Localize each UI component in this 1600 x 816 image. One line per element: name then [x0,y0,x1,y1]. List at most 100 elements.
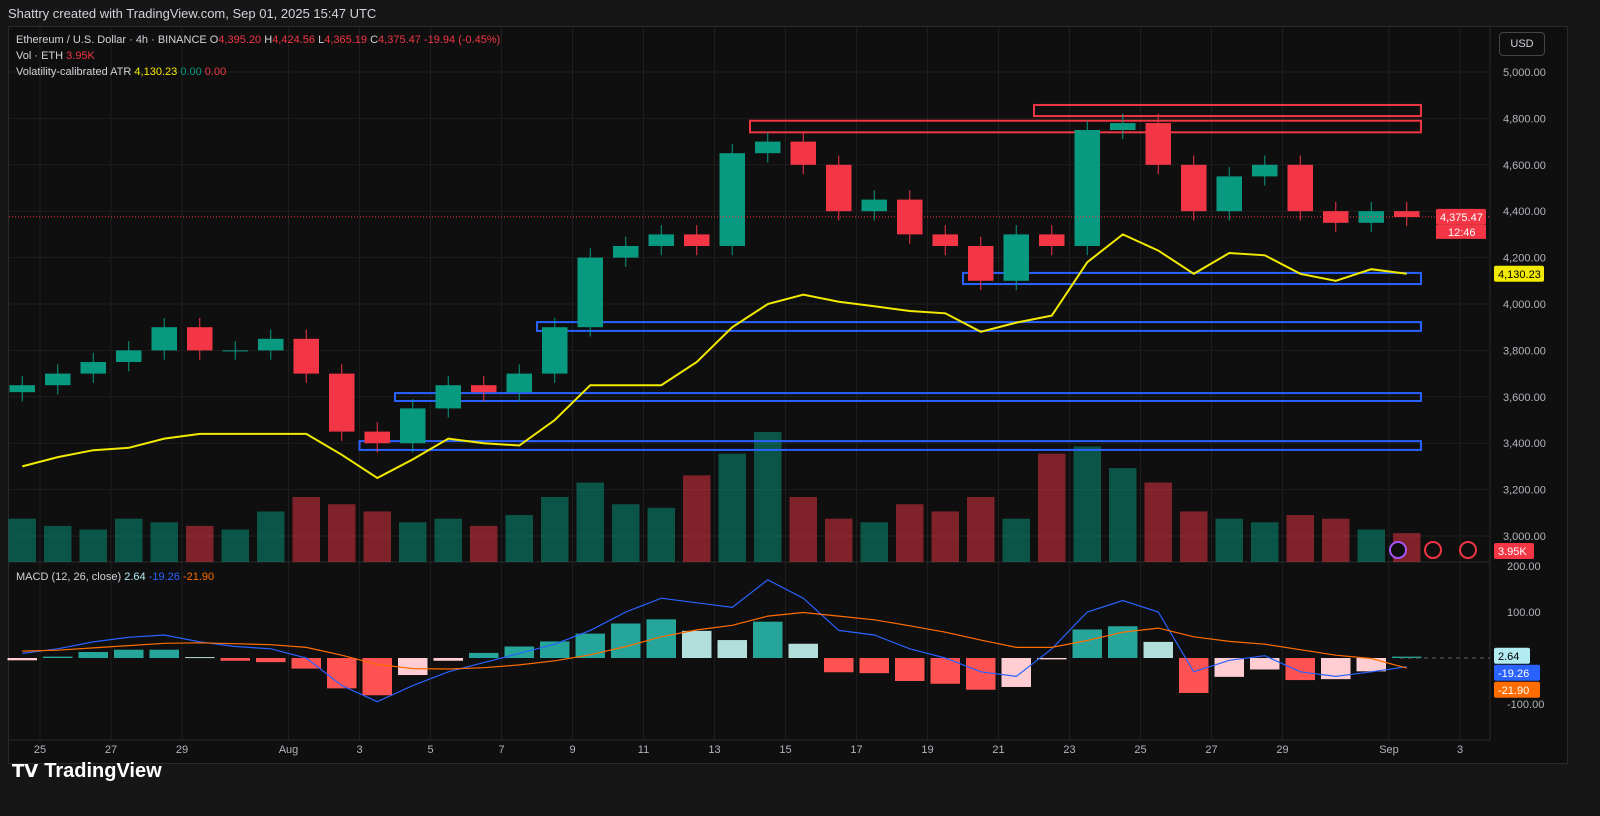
volume-bar [79,529,107,562]
macd-badge: -19.26 [1494,664,1540,681]
time-tick: 9 [569,744,575,756]
low-value: 4,365.19 [324,34,368,46]
volume-bar [931,511,959,562]
macd-histogram-bar [398,658,428,676]
candle-body [1145,123,1171,165]
atr-badge: 4,130.23 [1494,265,1544,282]
macd-histogram-bar [859,658,889,674]
macd-hist-value: 2.64 [124,571,146,583]
time-tick: 27 [105,744,117,756]
symbol-title: Ethereum / U.S. Dollar · 4h · BINANCE [16,34,207,46]
volume-bar [576,482,604,562]
macd-histogram-bar [1285,658,1315,681]
candle-body [293,338,319,374]
chart-frame[interactable] [8,26,1568,764]
macd-badge-bg [1494,664,1540,681]
candle-body [861,199,887,212]
atr-line [22,233,1407,480]
candle-body [755,141,781,154]
candle-body [258,338,284,351]
volume-bar [150,522,178,562]
macd-histogram-bar [1250,658,1280,670]
price-tick: 4,800.00 [1503,113,1546,125]
volume-bar [825,518,853,562]
macd-histogram-bar [646,619,676,658]
volume-legend: Vol · ETH 3.95K [16,50,95,62]
volume-bar [967,497,995,562]
volume-bar [1038,453,1066,562]
macd-histogram-bar [682,630,712,658]
price-tick: 4,200.00 [1503,253,1546,265]
candle-body [968,246,994,281]
volume-bar [470,525,498,562]
macd-legend: MACD (12, 26, close) 2.64 -19.26 -21.90 [16,571,214,583]
macd-histogram-bar [1001,658,1031,687]
currency-button[interactable]: USD [1499,32,1545,56]
price-tick: 3,200.00 [1503,485,1546,497]
change-value: -19.94 (-0.45%) [423,34,501,46]
time-tick: 29 [1276,744,1288,756]
price-tick: 3,000.00 [1503,531,1546,543]
time-tick: 25 [1134,744,1146,756]
open-value: 4,395.20 [218,34,262,46]
countdown-text: 12:46 [1448,227,1476,239]
volume-bar [1286,515,1314,562]
volume-bar [292,497,320,562]
volume-badge-bg [1494,543,1534,559]
macd-histogram-bar [611,623,641,658]
candle-body [9,385,35,393]
volume-bar [1251,522,1279,562]
candle-body [1394,211,1420,217]
time-tick: Sep [1379,744,1399,756]
macd-histogram-bar [78,652,108,658]
close-value: 4,375.47 [378,34,421,46]
price-badge-text: 4,375.47 [1440,212,1483,224]
atr-value: 4,130.23 [134,66,178,78]
price-tick: 3,600.00 [1503,392,1546,404]
volume-bar [1109,468,1137,562]
price-tick: 3,400.00 [1503,438,1546,450]
price-badge-bg [1436,208,1486,225]
volume-bar [328,504,356,562]
macd-histogram-bar [895,658,925,681]
signal-value: -21.90 [182,571,215,583]
macd-histogram-bar [114,649,144,658]
zone-box-blue [536,321,1422,332]
candle-body [222,350,248,352]
volume-bar [860,522,888,562]
tradingview-logo[interactable]: 𝗧𝗩 TradingView [12,760,162,783]
candle-body [45,373,71,386]
candle-body [400,408,426,444]
macd-badge-text: -19.26 [1498,668,1529,680]
macd-histogram-bar [43,656,73,658]
volume-bar [647,507,675,562]
volume-value: 3.95K [66,50,95,62]
volume-badge: 3.95K [1494,543,1534,559]
zone-box-red [1033,103,1422,118]
volume-bar [221,529,249,562]
macd-histogram-bar [256,658,286,663]
macd-histogram-bar [220,658,250,661]
time-tick: 25 [34,744,46,756]
volume-bar [718,453,746,562]
macd-histogram-bar [753,621,783,658]
volume-bar [399,522,427,562]
volume-bar [1180,511,1208,562]
symbol-legend: Ethereum / U.S. Dollar · 4h · BINANCE O4… [16,34,501,46]
candle-body [80,362,106,374]
macd-histogram-bar [1143,641,1173,658]
zone-box-blue [358,440,1422,451]
volume-bar [1357,529,1385,562]
volume-bar [186,525,214,562]
macd-value: -19.26 [148,571,180,583]
macd-tick: 200.00 [1507,561,1541,573]
price-tick: 3,800.00 [1503,345,1546,357]
candle-body [187,327,213,351]
macd-histogram-bar [966,658,996,690]
volume-bar [1073,446,1101,562]
candle-body [719,153,745,246]
time-tick: 27 [1205,744,1217,756]
candle-body [1110,123,1136,130]
signal-badge-text: -21.90 [1498,685,1529,697]
